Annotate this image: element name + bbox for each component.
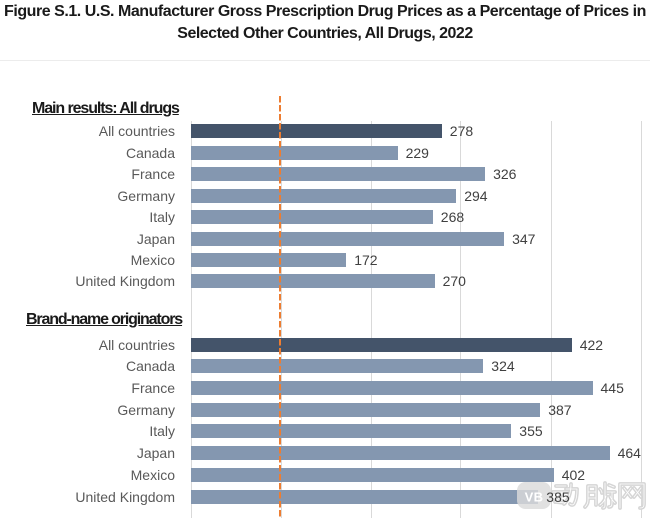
- svg-text:VB: VB: [525, 490, 544, 505]
